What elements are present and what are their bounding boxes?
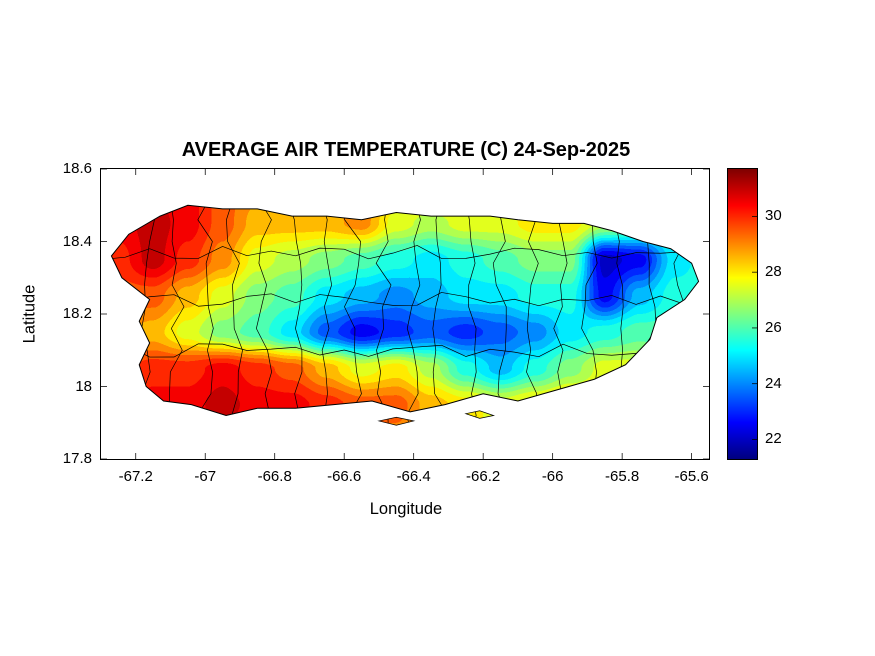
y-tick-label: 17.8 bbox=[62, 450, 92, 467]
x-tick-label: -66.2 bbox=[466, 468, 501, 485]
x-tick-label: -67 bbox=[194, 468, 217, 485]
y-tick-label: 18.2 bbox=[62, 305, 92, 322]
x-tick-label: -65.6 bbox=[674, 468, 709, 485]
colorbar-tick-label: 22 bbox=[765, 430, 782, 448]
colorbar-tick-label: 28 bbox=[765, 263, 782, 281]
x-tick-label: -66.4 bbox=[396, 468, 431, 485]
y-tick-label: 18.4 bbox=[62, 232, 92, 250]
colorbar-tick-label: 26 bbox=[765, 318, 782, 336]
y-tick-label: 18 bbox=[75, 377, 92, 395]
temperature-map-canvas bbox=[101, 169, 709, 459]
colorbar-tick-label: 24 bbox=[765, 374, 782, 392]
x-axis-label: Longitude bbox=[369, 500, 443, 518]
x-tick-label: -66.8 bbox=[257, 468, 292, 485]
colorbar-tick-label: 30 bbox=[765, 207, 782, 225]
colorbar bbox=[727, 168, 758, 460]
plot-title: AVERAGE AIR TEMPERATURE (C) 24-Sep-2025 bbox=[181, 139, 631, 161]
x-tick-label: -66.6 bbox=[327, 468, 362, 485]
x-tick-label: -65.8 bbox=[605, 468, 640, 485]
x-tick-label: -66 bbox=[541, 468, 564, 485]
x-tick-label: -67.2 bbox=[118, 468, 153, 485]
y-tick-label: 18.6 bbox=[62, 160, 92, 177]
colorbar-canvas bbox=[728, 169, 757, 459]
map-axes bbox=[100, 168, 710, 460]
